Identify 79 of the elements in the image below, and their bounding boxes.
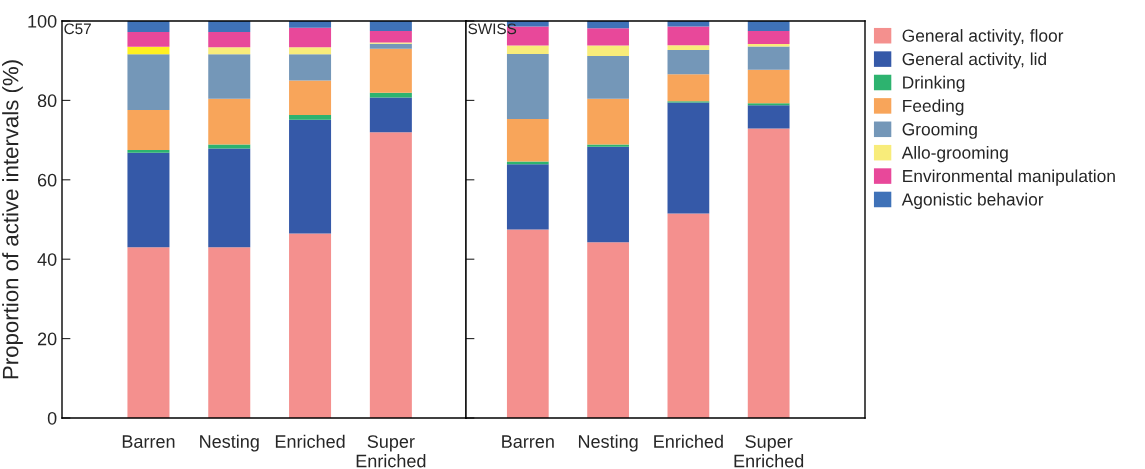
x-tick-label: Super Enriched — [356, 435, 426, 468]
bar — [369, 132, 412, 418]
x-tick-label: Super Enriched — [734, 435, 804, 468]
bar — [587, 45, 629, 56]
legend-label: Grooming — [902, 122, 977, 139]
bar — [747, 128, 790, 418]
legend-label: Feeding — [903, 99, 964, 116]
bar — [369, 43, 412, 49]
bar — [208, 54, 251, 99]
bar — [127, 21, 170, 33]
bar — [127, 32, 170, 47]
bar — [747, 30, 790, 45]
bar — [369, 48, 412, 93]
bar — [667, 26, 710, 46]
bar — [208, 32, 251, 48]
x-tick-label: Barren — [122, 435, 175, 448]
bar — [289, 54, 332, 81]
bar — [747, 69, 790, 104]
bar — [506, 119, 549, 162]
bar — [127, 54, 170, 110]
y-tick-label: 20 — [37, 332, 57, 346]
bar — [208, 148, 251, 248]
bar — [208, 98, 251, 145]
bar — [127, 46, 170, 55]
bar — [289, 80, 332, 116]
bar — [587, 98, 629, 145]
y-tick-label: 100 — [28, 14, 57, 28]
y-axis-title: Proportion of active intervals (%) — [2, 60, 23, 379]
x-tick-label: Nesting — [578, 434, 638, 452]
bar — [289, 233, 332, 418]
bar — [208, 247, 251, 418]
bar — [587, 242, 629, 418]
bar — [667, 213, 710, 418]
bar — [289, 119, 332, 234]
bar — [587, 28, 629, 46]
legend-label: General activity, lid — [902, 52, 1046, 69]
y-tick-label: 60 — [37, 173, 57, 187]
bar — [289, 115, 332, 120]
bar — [667, 74, 710, 102]
bar — [127, 152, 170, 248]
x-tick-label: Enriched — [654, 434, 723, 448]
annotation: SWISS — [468, 23, 517, 35]
annotation: C57 — [64, 23, 91, 35]
bar — [587, 144, 629, 147]
bar — [506, 53, 549, 120]
bar — [289, 47, 332, 55]
x-tick-label: Barren — [502, 435, 554, 448]
x-tick-label: Enriched — [275, 434, 345, 448]
legend-label: Allo-grooming — [901, 146, 1008, 163]
bar — [587, 146, 629, 243]
bar — [587, 55, 629, 99]
bar — [369, 97, 412, 133]
bar — [369, 30, 412, 43]
bar — [369, 21, 412, 31]
bar — [667, 45, 710, 50]
y-tick-label: 80 — [37, 94, 57, 108]
y-tick-label: 40 — [37, 253, 57, 266]
bar — [208, 144, 251, 149]
bar — [747, 21, 790, 31]
legend-label: General activity, floor — [902, 29, 1064, 46]
x-tick-label: Nesting — [200, 434, 259, 452]
bar — [127, 109, 170, 151]
legend-label: Drinking — [903, 75, 965, 93]
bar — [208, 21, 251, 33]
bar — [747, 105, 790, 129]
bar — [289, 27, 332, 48]
bar — [747, 46, 790, 70]
legend-label: Agonistic behavior — [901, 192, 1044, 210]
legend-label: Environmental manipulation — [903, 169, 1115, 186]
bar — [667, 102, 710, 214]
bar — [506, 164, 549, 230]
y-tick-label: 0 — [47, 411, 57, 425]
bar — [369, 92, 412, 98]
bar — [127, 247, 170, 418]
bar — [667, 49, 710, 75]
bar — [127, 150, 170, 153]
bar — [506, 45, 549, 54]
bar — [208, 47, 251, 55]
bar — [506, 229, 549, 418]
